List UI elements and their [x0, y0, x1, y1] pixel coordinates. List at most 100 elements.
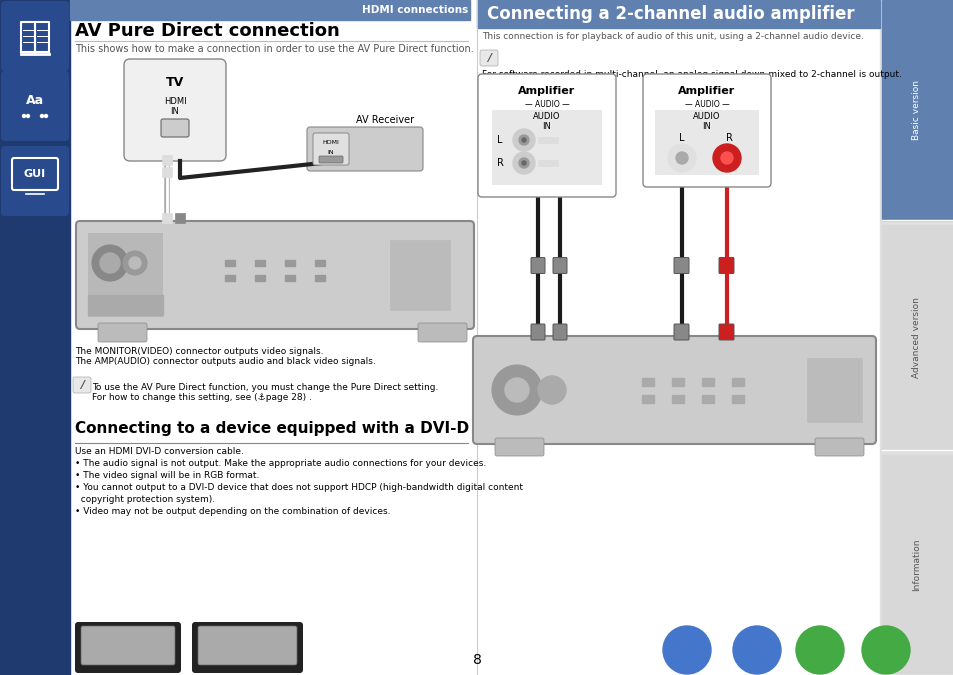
FancyBboxPatch shape [1, 1, 69, 71]
Circle shape [795, 626, 843, 674]
Circle shape [100, 253, 120, 273]
FancyBboxPatch shape [495, 438, 543, 456]
Bar [655, 110, 759, 175]
Bar [537, 137, 547, 143]
Circle shape [518, 158, 529, 168]
FancyBboxPatch shape [307, 127, 422, 171]
Bar [225, 275, 234, 281]
Circle shape [129, 257, 141, 269]
Text: Amplifier: Amplifier [517, 86, 575, 96]
Text: HDMI: HDMI [322, 140, 339, 146]
FancyBboxPatch shape [479, 50, 497, 66]
Text: — AUDIO —: — AUDIO — [684, 100, 729, 109]
Text: Amplifier: Amplifier [678, 86, 735, 96]
Circle shape [40, 115, 44, 117]
Text: copyright protection system).: copyright protection system). [75, 495, 214, 504]
Circle shape [492, 365, 541, 415]
FancyBboxPatch shape [473, 336, 875, 444]
Text: Aa: Aa [26, 94, 44, 107]
Text: Information: Information [911, 539, 921, 591]
FancyBboxPatch shape [417, 323, 467, 342]
FancyBboxPatch shape [531, 324, 544, 340]
Text: Connecting a 2-channel audio amplifier: Connecting a 2-channel audio amplifier [486, 5, 854, 23]
Circle shape [45, 115, 48, 117]
FancyBboxPatch shape [192, 622, 303, 673]
Text: Advanced version: Advanced version [911, 297, 921, 378]
Circle shape [720, 152, 732, 164]
Text: IN: IN [327, 149, 334, 155]
Circle shape [91, 245, 128, 281]
Text: This shows how to make a connection in order to use the AV Pure Direct function.: This shows how to make a connection in o… [75, 44, 474, 54]
FancyBboxPatch shape [673, 257, 688, 273]
FancyBboxPatch shape [553, 324, 566, 340]
Text: /: / [80, 380, 84, 390]
Bar [701, 378, 713, 386]
Bar [492, 110, 601, 185]
Bar [671, 395, 683, 403]
Text: — AUDIO —: — AUDIO — [524, 100, 569, 109]
Text: AV Receiver: AV Receiver [355, 115, 414, 125]
Text: The MONITOR(VIDEO) connector outputs video signals.
The AMP(AUDIO) connector out: The MONITOR(VIDEO) connector outputs vid… [75, 347, 375, 367]
Bar [88, 233, 163, 317]
Text: This connection is for playback of audio of this unit, using a 2-channel audio d: This connection is for playback of audio… [481, 32, 863, 41]
Text: L: L [497, 135, 502, 145]
Bar [882, 0, 953, 220]
FancyBboxPatch shape [161, 119, 189, 137]
Bar [174, 213, 185, 223]
Text: Basic version: Basic version [911, 80, 921, 140]
FancyBboxPatch shape [719, 257, 733, 273]
FancyBboxPatch shape [814, 438, 863, 456]
FancyBboxPatch shape [75, 622, 181, 673]
Bar [701, 395, 713, 403]
Text: For software recorded in multi-channel, an analog signal down-mixed to 2-channel: For software recorded in multi-channel, … [481, 70, 901, 79]
Bar [162, 155, 172, 165]
Bar [88, 295, 163, 315]
Bar [882, 455, 953, 675]
Circle shape [662, 626, 710, 674]
Text: HDMI connections: HDMI connections [361, 5, 468, 15]
Bar [547, 160, 558, 166]
Bar [879, 0, 953, 675]
FancyBboxPatch shape [73, 377, 91, 393]
FancyBboxPatch shape [553, 257, 566, 273]
FancyBboxPatch shape [318, 156, 343, 163]
Bar [806, 358, 862, 422]
Circle shape [513, 152, 535, 174]
Bar [254, 260, 265, 266]
Bar [547, 137, 558, 143]
Bar [641, 378, 654, 386]
FancyBboxPatch shape [673, 324, 688, 340]
FancyBboxPatch shape [198, 626, 296, 665]
Circle shape [862, 626, 909, 674]
Text: Connecting to a device equipped with a DVI-D connector: Connecting to a device equipped with a D… [75, 421, 559, 436]
Circle shape [537, 376, 565, 404]
Text: To use the AV Pure Direct function, you must change the Pure Direct setting.: To use the AV Pure Direct function, you … [91, 383, 438, 392]
Bar [731, 378, 743, 386]
Circle shape [667, 144, 696, 172]
Bar [671, 378, 683, 386]
Circle shape [27, 115, 30, 117]
Text: R: R [497, 158, 503, 168]
Bar [162, 213, 172, 223]
Bar [731, 395, 743, 403]
Circle shape [521, 138, 525, 142]
Bar [641, 395, 654, 403]
Text: For how to change this setting, see (⚓page 28) .: For how to change this setting, see (⚓pa… [91, 393, 312, 402]
Text: AV Pure Direct connection: AV Pure Direct connection [75, 22, 339, 40]
Circle shape [521, 161, 525, 165]
Circle shape [513, 129, 535, 151]
Text: Use an HDMI DVI-D conversion cable.: Use an HDMI DVI-D conversion cable. [75, 447, 244, 456]
FancyBboxPatch shape [76, 221, 474, 329]
Bar [0, 0, 70, 675]
Bar [882, 225, 953, 450]
Text: R: R [725, 133, 732, 143]
FancyBboxPatch shape [642, 74, 770, 187]
Text: TV: TV [166, 76, 184, 90]
Bar [476, 0, 879, 28]
Circle shape [123, 251, 147, 275]
FancyBboxPatch shape [531, 257, 544, 273]
Text: GUI: GUI [24, 169, 46, 179]
Text: • The audio signal is not output. Make the appropriate audio connections for you: • The audio signal is not output. Make t… [75, 459, 486, 468]
Bar [314, 260, 325, 266]
Text: /: / [486, 53, 491, 63]
